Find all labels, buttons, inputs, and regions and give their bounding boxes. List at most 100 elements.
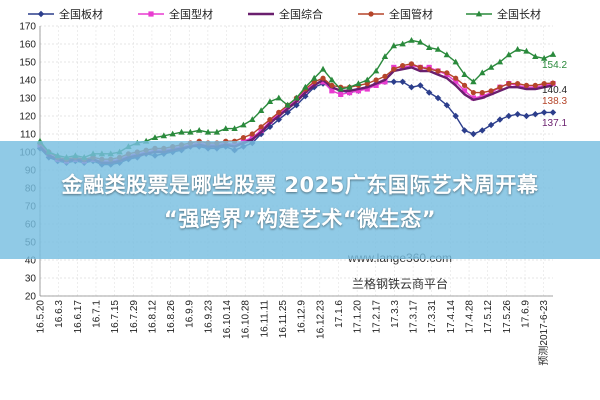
- data-point: [549, 51, 557, 57]
- data-point: [443, 51, 451, 58]
- data-point: [169, 130, 176, 137]
- data-point: [258, 127, 264, 133]
- banner-subheadline[interactable]: “强跨界”构建艺术“微生态”: [163, 207, 437, 231]
- data-point: [267, 117, 273, 123]
- data-point: [505, 51, 512, 58]
- legend-label: 全国型材: [169, 7, 213, 21]
- data-point: [346, 83, 353, 90]
- data-point: [355, 88, 362, 94]
- data-point: [266, 98, 274, 104]
- news-banner[interactable]: 金融类股票是哪些股票 2025广东国际艺术周开幕 “强跨界”构建艺术“微生态”: [0, 141, 600, 259]
- data-point: [240, 121, 247, 128]
- data-point: [488, 88, 494, 94]
- data-point: [213, 128, 221, 135]
- data-point: [338, 91, 344, 97]
- y-tick-label: 130: [19, 94, 36, 105]
- data-point: [453, 79, 459, 85]
- end-value-label: 137.1: [542, 118, 567, 129]
- banner-headline[interactable]: 金融类股票是哪些股票 2025广东国际艺术周开幕: [61, 173, 539, 197]
- data-point: [444, 70, 450, 76]
- data-point: [487, 64, 495, 70]
- y-tick-label: 20: [25, 292, 37, 303]
- data-point: [310, 74, 318, 81]
- data-point: [514, 46, 521, 52]
- y-tick-label: 170: [19, 22, 36, 33]
- data-point: [266, 123, 274, 130]
- x-tick-label: 17.5.12: [483, 300, 494, 334]
- data-point: [382, 79, 388, 85]
- data-point: [355, 80, 362, 86]
- data-point: [479, 127, 486, 134]
- data-point: [417, 82, 424, 89]
- y-tick-label: 120: [19, 112, 36, 123]
- x-tick-label: 17.4.28: [465, 300, 476, 334]
- y-tick-label: 150: [19, 58, 36, 69]
- data-point: [452, 58, 459, 65]
- x-tick-label: 16.5.20: [36, 300, 47, 334]
- data-point: [479, 69, 486, 76]
- data-point: [249, 131, 255, 137]
- x-tick-label: 16.12.9: [297, 300, 308, 334]
- data-point: [204, 128, 212, 135]
- y-tick-label: 160: [19, 40, 36, 51]
- data-point: [408, 61, 415, 67]
- data-point: [302, 83, 309, 90]
- watermark-name: 兰格钢铁云商平台: [352, 276, 448, 291]
- data-point: [435, 68, 441, 74]
- data-point: [540, 109, 548, 116]
- data-point: [151, 134, 159, 140]
- data-point: [364, 76, 371, 83]
- data-point: [337, 85, 344, 92]
- data-point: [541, 81, 547, 87]
- data-point: [417, 64, 423, 70]
- data-point: [390, 42, 397, 49]
- data-point: [373, 77, 379, 83]
- data-point: [461, 88, 468, 94]
- data-point: [249, 135, 255, 141]
- x-tick-label: 17.1.20: [353, 300, 364, 334]
- x-tick-label: 预测2017-6-23: [537, 300, 550, 366]
- data-point: [329, 88, 335, 94]
- data-point: [258, 124, 264, 130]
- data-point: [346, 90, 353, 96]
- data-point: [470, 95, 476, 101]
- data-point: [364, 86, 370, 92]
- data-point: [284, 101, 291, 108]
- data-point: [506, 81, 512, 87]
- data-point: [293, 94, 300, 101]
- data-point: [328, 76, 336, 83]
- data-point: [160, 132, 168, 139]
- y-tick-label: 40: [25, 256, 37, 267]
- data-point: [540, 55, 548, 61]
- data-point: [417, 38, 424, 45]
- data-point: [373, 82, 379, 88]
- x-tick-label: 17.3.3: [390, 300, 401, 328]
- data-point: [496, 116, 504, 123]
- data-point: [452, 112, 459, 120]
- data-point: [470, 90, 476, 96]
- data-point: [382, 73, 388, 79]
- data-point: [497, 84, 503, 90]
- data-point: [178, 128, 185, 135]
- data-point: [434, 94, 442, 102]
- data-point: [496, 58, 504, 65]
- data-point: [453, 75, 459, 81]
- x-tick-label: 16.9.23: [203, 300, 214, 334]
- x-tick-label: 16.7.29: [129, 300, 140, 334]
- x-tick-label: 16.12.23: [315, 300, 326, 339]
- legend-marker: [475, 10, 483, 17]
- data-point: [549, 109, 557, 116]
- x-axis-ticks: 16.5.20 16.6.3 16.6.17 16.7.1 16.7.15 16.7.29…: [36, 300, 551, 366]
- data-point: [390, 78, 397, 85]
- data-point: [249, 116, 256, 122]
- data-point: [319, 65, 327, 72]
- data-point: [425, 44, 433, 50]
- data-point: [505, 112, 512, 120]
- y-tick-label: 30: [25, 274, 37, 285]
- data-point: [532, 111, 539, 118]
- data-point: [408, 84, 415, 91]
- y-tick-label: 110: [20, 130, 36, 141]
- data-point: [187, 128, 194, 135]
- data-point: [470, 130, 477, 138]
- data-point: [320, 79, 326, 85]
